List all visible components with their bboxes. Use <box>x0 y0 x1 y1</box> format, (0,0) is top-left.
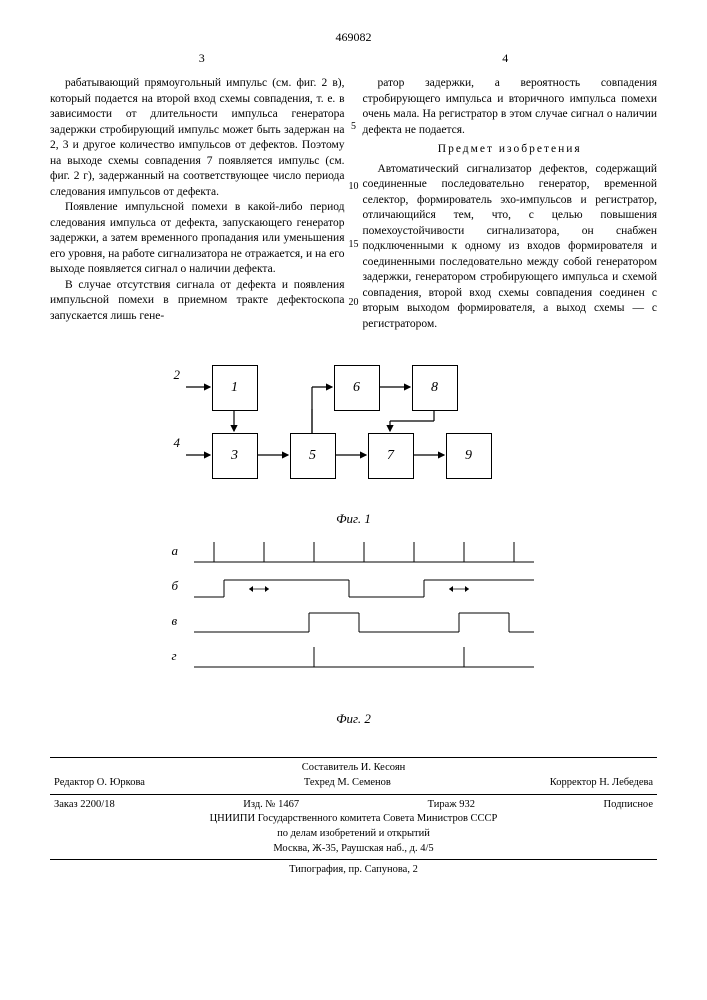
footer-org2: по делам изобретений и открытий <box>50 827 657 842</box>
fig1-diagram: 2 4 1 6 8 3 5 7 9 <box>164 357 544 507</box>
subject-title: Предмет изобретения <box>363 142 658 158</box>
doc-number: 469082 <box>50 30 657 45</box>
wave-v <box>194 607 534 637</box>
left-p1: рабатывающий прямоугольный импульс (см. … <box>50 76 345 200</box>
text-columns: рабатывающий прямоугольный импульс (см. … <box>50 76 657 332</box>
footer-tirage: Тираж 932 <box>428 798 475 813</box>
footer-typo: Типография, пр. Сапунова, 2 <box>50 863 657 878</box>
left-p3: В случае отсутствия сигнала от дефекта и… <box>50 278 345 325</box>
line-numbers: 15 <box>347 238 361 252</box>
footer-credits: Редактор О. Юркова Техред М. Семенов Кор… <box>50 776 657 791</box>
fig1-arrows <box>164 357 544 507</box>
line-numbers: 5 <box>347 120 361 134</box>
footer-addr: Москва, Ж-35, Раушская наб., д. 4/5 <box>50 842 657 857</box>
fig2-label: Фиг. 2 <box>50 711 657 727</box>
right-p2: Автоматический сигнализатор дефектов, со… <box>363 162 658 333</box>
right-column: ратор задержки, а вероятность совпадения… <box>363 76 658 332</box>
page-left: 3 <box>50 51 354 66</box>
wave-b-label: б <box>172 578 179 594</box>
fig1-label: Фиг. 1 <box>50 511 657 527</box>
line-numbers: 20 <box>347 296 361 310</box>
footer-org1: ЦНИИПИ Государственного комитета Совета … <box>50 812 657 827</box>
figures-area: 2 4 1 6 8 3 5 7 9 <box>50 357 657 737</box>
line-numbers: 10 <box>347 180 361 194</box>
fig2-waveforms: а б <box>164 537 544 707</box>
page-numbers: 3 4 <box>50 51 657 66</box>
wave-b <box>194 572 534 602</box>
wave-v-label: в <box>172 613 178 629</box>
wave-g <box>194 642 534 672</box>
right-p1: ратор задержки, а вероятность совпадения… <box>363 76 658 138</box>
left-column: рабатывающий прямоугольный импульс (см. … <box>50 76 345 332</box>
footer-editor: Редактор О. Юркова <box>54 776 145 791</box>
footer: Составитель И. Кесоян Редактор О. Юркова… <box>50 757 657 878</box>
wave-a-label: а <box>172 543 179 559</box>
footer-meta: Заказ 2200/18 Изд. № 1467 Тираж 932 Подп… <box>50 798 657 813</box>
wave-g-label: г <box>172 648 177 664</box>
left-p2: Появление импульсной помехи в какой-либо… <box>50 200 345 278</box>
footer-izd: Изд. № 1467 <box>243 798 299 813</box>
page: 469082 3 4 рабатывающий прямоугольный им… <box>0 0 707 898</box>
page-right: 4 <box>354 51 658 66</box>
footer-order: Заказ 2200/18 <box>54 798 115 813</box>
footer-tech: Техред М. Семенов <box>304 776 391 791</box>
footer-corrector: Корректор Н. Лебедева <box>550 776 653 791</box>
footer-sub: Подписное <box>604 798 653 813</box>
wave-a <box>194 537 534 567</box>
footer-compiler: Составитель И. Кесоян <box>50 761 657 776</box>
